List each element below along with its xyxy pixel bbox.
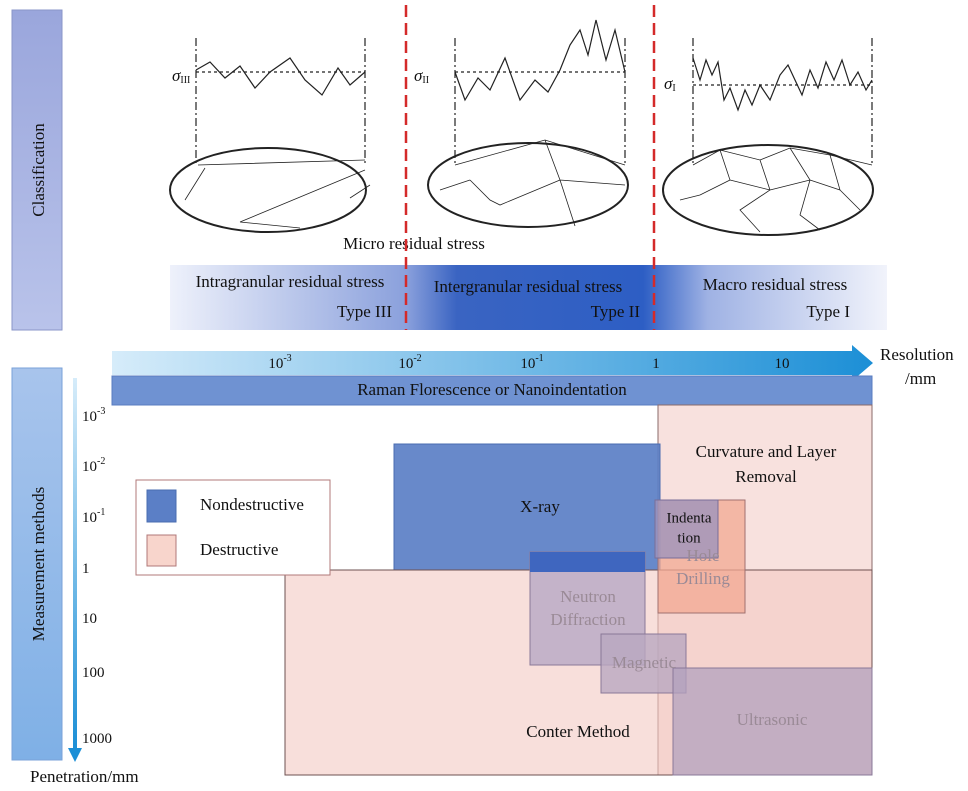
tick-label: 100 xyxy=(82,665,105,681)
sigma-sub: II xyxy=(422,75,429,86)
method-label: Drilling xyxy=(676,569,730,588)
tick-base: 10 xyxy=(268,356,283,372)
legend-label: Destructive xyxy=(200,540,278,559)
sigma-label: σII xyxy=(414,66,429,86)
legend-swatch xyxy=(147,535,176,566)
wave-2 xyxy=(455,20,625,100)
diagram: Classification Measurement methods σIII … xyxy=(0,0,968,791)
band-type: Type III xyxy=(337,302,392,321)
grain-1 xyxy=(663,145,873,235)
classification-label: Classification xyxy=(29,123,48,217)
method-label: Removal xyxy=(735,467,797,486)
tick-label: 1 xyxy=(652,356,660,372)
tick-base: 10 xyxy=(82,409,97,425)
tick-label: 10-1 xyxy=(82,507,105,526)
tick-base: 100 xyxy=(82,665,105,681)
tick-exp: -2 xyxy=(97,456,105,467)
tick-base: 10 xyxy=(82,510,97,526)
method-label: Conter Method xyxy=(526,722,630,741)
penetration-arrowhead xyxy=(68,748,82,762)
method-label: X-ray xyxy=(520,497,560,516)
grain-2 xyxy=(428,143,628,227)
tick-label: 10 xyxy=(82,611,97,627)
tick-exp: -3 xyxy=(97,406,105,417)
tick-base: 10 xyxy=(82,459,97,475)
penetration-arrow xyxy=(73,378,77,750)
sigma-sub: I xyxy=(672,83,675,94)
tick-label: 1000 xyxy=(82,731,112,747)
tick-exp: -3 xyxy=(283,353,291,364)
tick-base: 10 xyxy=(520,356,535,372)
band-name: Macro residual stress xyxy=(703,275,847,294)
method-label: Curvature and Layer xyxy=(696,442,837,461)
boundaries-2 xyxy=(440,140,625,226)
raman-label: Raman Florescence or Nanoindentation xyxy=(357,380,627,399)
boundaries-1 xyxy=(680,148,872,232)
method-label: Indenta xyxy=(667,510,712,526)
sketches xyxy=(170,20,873,235)
method-label: tion xyxy=(677,530,701,546)
tick-exp: -2 xyxy=(413,353,421,364)
tick-base: 1 xyxy=(652,356,660,372)
band-type: Type II xyxy=(591,302,641,321)
wave-3 xyxy=(196,58,365,95)
tick-base: 1000 xyxy=(82,731,112,747)
tick-exp: -1 xyxy=(535,353,543,364)
penetration-label: Penetration/mm xyxy=(30,767,139,786)
measurement-label: Measurement methods xyxy=(29,487,48,641)
band-type: Type I xyxy=(806,302,850,321)
resolution-label: Resolution xyxy=(880,345,954,364)
tick-label: 10-2 xyxy=(82,456,105,475)
tick-base: 10 xyxy=(398,356,413,372)
micro-label: Micro residual stress xyxy=(343,234,485,253)
resolution-unit: /mm xyxy=(905,369,936,388)
tick-base: 10 xyxy=(775,356,790,372)
tick-label: 10 xyxy=(775,356,790,372)
band-name: Intragranular residual stress xyxy=(196,272,385,291)
wave-1 xyxy=(693,58,872,110)
tick-base: 1 xyxy=(82,561,90,577)
tick-label: 10-3 xyxy=(82,406,105,425)
method-label: Diffraction xyxy=(550,610,626,629)
neutron-top xyxy=(530,552,645,572)
tick-exp: -1 xyxy=(97,507,105,518)
sigma-label: σIII xyxy=(172,66,190,86)
method-label: Hole xyxy=(686,546,719,565)
tick-label: 1 xyxy=(82,561,90,577)
band-name: Intergranular residual stress xyxy=(434,277,623,296)
mean-lines xyxy=(196,72,872,85)
method-label: Ultrasonic xyxy=(737,710,808,729)
tick-base: 10 xyxy=(82,611,97,627)
sigma-sub: III xyxy=(180,75,190,86)
method-label: Magnetic xyxy=(612,653,677,672)
legend-label: Nondestructive xyxy=(200,495,304,514)
legend-swatch xyxy=(147,490,176,522)
page: {"side_labels": {"classification": "Clas… xyxy=(0,0,968,791)
sigma-label: σI xyxy=(664,74,676,94)
method-label: Neutron xyxy=(560,587,616,606)
